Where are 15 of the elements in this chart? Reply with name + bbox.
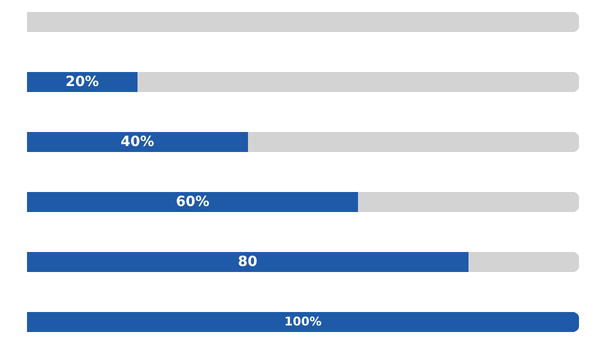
bar — [27, 312, 579, 332]
data-label: 20% — [65, 74, 99, 90]
bar — [248, 132, 579, 152]
bar — [27, 72, 138, 92]
bar — [468, 252, 579, 272]
bar — [27, 252, 469, 272]
data-label: 40% — [120, 134, 154, 150]
bar — [27, 132, 248, 152]
bar — [137, 72, 579, 92]
bar — [358, 192, 579, 212]
bar — [27, 12, 579, 32]
bar — [27, 192, 358, 212]
data-label: 80 — [238, 254, 258, 270]
data-label: 60% — [176, 194, 210, 210]
data-label: 100% — [284, 314, 322, 328]
